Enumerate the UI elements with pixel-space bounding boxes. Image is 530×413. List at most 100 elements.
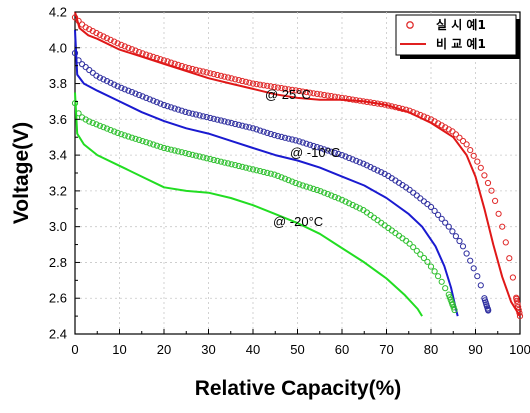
data-point: [196, 67, 203, 74]
data-point: [515, 303, 522, 310]
data-point: [111, 38, 118, 45]
data-point: [431, 268, 438, 275]
legend: 실 시 예1 비 교 예1: [395, 14, 520, 59]
data-point: [71, 50, 79, 57]
data-point: [459, 137, 467, 145]
data-point: [513, 297, 520, 304]
data-point: [299, 139, 306, 146]
data-point: [285, 177, 292, 184]
data-point: [185, 109, 192, 116]
y-axis-label: Voltage(V): [10, 122, 33, 224]
data-point: [207, 156, 214, 163]
x-tick-label: 100: [509, 342, 530, 357]
data-point: [324, 147, 331, 154]
data-point: [185, 65, 192, 72]
data-point: [360, 160, 367, 167]
data-point: [452, 131, 459, 138]
data-point: [118, 84, 125, 91]
data-point: [378, 169, 385, 176]
data-point: [200, 113, 207, 120]
data-point: [207, 114, 214, 122]
data-point: [264, 82, 271, 89]
data-point: [160, 144, 168, 152]
data-point: [257, 127, 264, 134]
data-point: [136, 49, 143, 56]
x-axis-ticks: 0 10 20 30 40 50 60 70 80 90 100: [71, 329, 530, 357]
data-point: [86, 118, 93, 125]
data-point: [314, 90, 321, 98]
data-point: [260, 82, 267, 89]
data-point: [121, 86, 128, 93]
legend-marker-circle: [406, 21, 414, 29]
y-tick-label: 3.8: [49, 76, 67, 91]
data-point: [346, 200, 353, 207]
data-point: [438, 278, 445, 285]
data-point: [328, 192, 335, 199]
data-point: [292, 179, 299, 187]
data-point: [210, 156, 217, 164]
annotation-minus20c: @ -20°C: [273, 214, 323, 229]
data-point: [267, 83, 274, 90]
data-point: [346, 154, 353, 162]
data-point: [477, 282, 484, 289]
data-point: [228, 75, 235, 82]
data-point: [356, 159, 363, 166]
data-point: [274, 84, 281, 91]
data-point: [96, 74, 104, 81]
data-point: [292, 137, 299, 144]
grid: [75, 12, 520, 334]
data-point: [207, 70, 214, 77]
y-tick-label: 3.2: [49, 183, 67, 198]
x-tick-label: 40: [246, 342, 260, 357]
data-point: [299, 182, 306, 189]
data-point: [467, 147, 474, 154]
data-point: [289, 136, 296, 143]
data-point: [200, 68, 207, 75]
data-point: [150, 141, 157, 148]
data-point: [246, 79, 253, 86]
data-point: [303, 89, 310, 96]
data-point: [370, 165, 378, 172]
data-point: [427, 203, 435, 211]
data-point: [160, 101, 168, 109]
series-5-line: [74, 92, 423, 317]
data-point: [111, 128, 118, 135]
x-tick-label: 90: [468, 342, 482, 357]
data-point: [448, 299, 455, 306]
data-point: [271, 132, 278, 139]
data-point: [107, 36, 114, 44]
data-point: [203, 69, 210, 76]
data-point: [132, 47, 139, 54]
data-point: [182, 108, 189, 116]
data-point: [107, 79, 114, 86]
data-point: [278, 85, 285, 92]
data-point: [289, 86, 296, 94]
data-point: [303, 140, 310, 147]
data-point: [118, 41, 125, 49]
data-point: [338, 152, 346, 159]
data-point: [246, 165, 253, 172]
data-point: [317, 188, 324, 195]
data-point: [506, 255, 513, 262]
data-point: [281, 85, 289, 92]
data-point: [346, 95, 353, 103]
data-point: [420, 254, 427, 262]
data-point: [175, 148, 182, 155]
series-line: [74, 29, 459, 317]
data-point: [281, 134, 289, 141]
data-point: [111, 81, 118, 88]
data-point: [114, 129, 121, 136]
data-point: [249, 166, 257, 173]
data-point: [136, 136, 143, 143]
data-point: [267, 130, 274, 138]
data-point: [128, 134, 136, 141]
data-point: [232, 162, 239, 169]
data-point: [139, 93, 146, 100]
data-point: [196, 153, 203, 160]
data-point: [139, 138, 146, 145]
data-point: [335, 195, 342, 202]
data-point: [164, 103, 171, 110]
data-point: [367, 164, 374, 171]
data-point: [516, 313, 524, 320]
data-point: [168, 146, 175, 153]
